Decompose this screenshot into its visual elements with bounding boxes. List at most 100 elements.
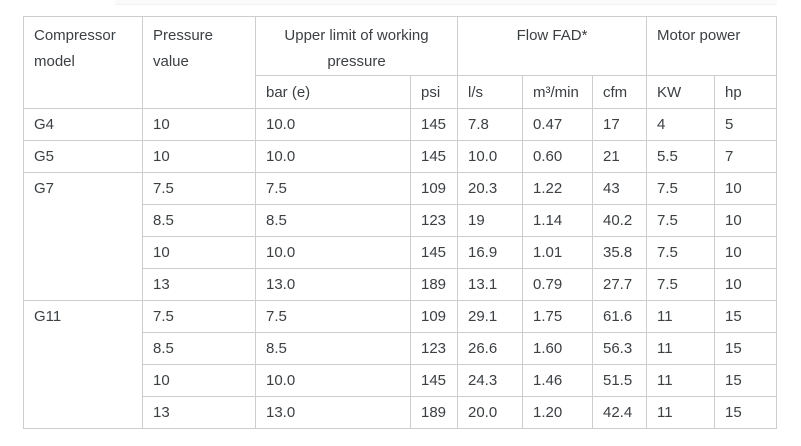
page-top-strip <box>115 0 777 5</box>
cell-psi: 145 <box>410 364 458 397</box>
cell-hp: 10 <box>714 236 778 269</box>
table-row-g4: G4 10 10.0 145 7.8 0.47 17 4 5 <box>23 108 778 141</box>
cell-kw: 5.5 <box>646 140 716 173</box>
cell-kw: 11 <box>646 364 716 397</box>
col-header-motor-power: Motor power <box>646 16 778 76</box>
cell-pressure: 13 <box>142 396 256 429</box>
cell-kw: 7.5 <box>646 204 716 237</box>
cell-hp: 10 <box>714 172 778 205</box>
cell-kw: 4 <box>646 108 716 141</box>
cell-pressure: 7.5 <box>142 172 256 205</box>
cell-ls: 19 <box>457 204 523 237</box>
col-header-upper-limit: Upper limit of working pressure <box>255 16 458 76</box>
cell-cfm: 56.3 <box>591 332 648 365</box>
cell-ls: 26.6 <box>457 332 523 365</box>
cell-m3min: 1.14 <box>522 204 593 237</box>
col-header-m3min: m³/min <box>522 75 593 109</box>
cell-model: G11 <box>23 300 143 429</box>
cell-cfm: 27.7 <box>591 268 648 301</box>
col-header-compressor-model: Compressor model <box>23 16 143 109</box>
cell-ls: 24.3 <box>457 364 523 397</box>
table-row-g7-4: 13 13.0 189 13.1 0.79 27.7 7.5 10 <box>24 268 778 301</box>
cell-pressure: 10 <box>142 236 256 269</box>
cell-pressure: 7.5 <box>142 300 256 333</box>
cell-bar: 10.0 <box>255 108 411 141</box>
col-header-bar-e: bar (e) <box>255 75 411 109</box>
cell-pressure: 8.5 <box>142 204 256 237</box>
cell-kw: 11 <box>646 332 716 365</box>
cell-m3min: 0.47 <box>522 108 593 141</box>
cell-bar: 10.0 <box>255 236 411 269</box>
cell-bar: 10.0 <box>255 364 411 397</box>
cell-pressure: 8.5 <box>142 332 256 365</box>
cell-bar: 13.0 <box>255 396 411 429</box>
cell-ls: 20.3 <box>457 172 523 205</box>
header-unit-row: bar (e) psi l/s m³/min cfm KW hp <box>24 75 778 109</box>
cell-psi: 109 <box>410 300 458 333</box>
cell-cfm: 21 <box>591 140 648 173</box>
cell-psi: 145 <box>410 140 458 173</box>
cell-ls: 10.0 <box>457 140 523 173</box>
cell-psi: 123 <box>410 332 458 365</box>
cell-hp: 5 <box>714 108 778 141</box>
table-row-g11-4: 13 13.0 189 20.0 1.20 42.4 11 15 <box>24 396 778 429</box>
cell-psi: 123 <box>410 204 458 237</box>
cell-psi: 145 <box>410 236 458 269</box>
cell-cfm: 42.4 <box>591 396 648 429</box>
cell-m3min: 1.20 <box>522 396 593 429</box>
cell-hp: 15 <box>714 364 778 397</box>
cell-cfm: 40.2 <box>591 204 648 237</box>
cell-pressure: 10 <box>142 140 256 173</box>
cell-ls: 13.1 <box>457 268 523 301</box>
table-row-g7-1: G7 7.5 7.5 109 20.3 1.22 43 7.5 10 <box>23 172 778 301</box>
cell-kw: 7.5 <box>646 268 716 301</box>
col-header-flow-fad: Flow FAD* <box>456 16 648 76</box>
cell-m3min: 0.79 <box>522 268 593 301</box>
cell-m3min: 1.46 <box>522 364 593 397</box>
cell-bar: 8.5 <box>255 332 411 365</box>
col-header-hp: hp <box>714 75 778 109</box>
cell-bar: 7.5 <box>255 172 411 205</box>
cell-hp: 10 <box>714 204 778 237</box>
cell-cfm: 35.8 <box>591 236 648 269</box>
cell-m3min: 1.75 <box>522 300 593 333</box>
header-group-row: Compressor model Pressure value Upper li… <box>23 16 778 109</box>
table-row-g11-2: 8.5 8.5 123 26.6 1.60 56.3 11 15 <box>24 332 778 365</box>
cell-pressure: 10 <box>142 364 256 397</box>
cell-kw: 7.5 <box>646 172 716 205</box>
cell-kw: 11 <box>646 300 716 333</box>
cell-hp: 15 <box>714 332 778 365</box>
cell-model: G4 <box>23 108 143 141</box>
col-header-pressure-value: Pressure value <box>142 16 256 109</box>
cell-ls: 29.1 <box>457 300 523 333</box>
cell-bar: 13.0 <box>255 268 411 301</box>
cell-pressure: 10 <box>142 108 256 141</box>
cell-psi: 189 <box>410 268 458 301</box>
table-row-g5: G5 10 10.0 145 10.0 0.60 21 5.5 7 <box>23 140 778 173</box>
col-header-cfm: cfm <box>591 75 648 109</box>
cell-hp: 10 <box>714 268 778 301</box>
cell-ls: 16.9 <box>457 236 523 269</box>
cell-hp: 7 <box>714 140 778 173</box>
compressor-spec-table: Compressor model Pressure value Upper li… <box>23 16 778 429</box>
table-header: Compressor model Pressure value Upper li… <box>23 16 778 109</box>
cell-m3min: 0.60 <box>522 140 593 173</box>
col-header-ls: l/s <box>457 75 523 109</box>
table-row-g11-1: G11 7.5 7.5 109 29.1 1.75 61.6 11 15 <box>23 300 778 429</box>
cell-kw: 11 <box>646 396 716 429</box>
cell-bar: 8.5 <box>255 204 411 237</box>
cell-pressure: 13 <box>142 268 256 301</box>
cell-psi: 189 <box>410 396 458 429</box>
table-row-g7-2: 8.5 8.5 123 19 1.14 40.2 7.5 10 <box>24 204 778 237</box>
cell-hp: 15 <box>714 300 778 333</box>
cell-cfm: 51.5 <box>591 364 648 397</box>
cell-ls: 20.0 <box>457 396 523 429</box>
cell-ls: 7.8 <box>457 108 523 141</box>
cell-kw: 7.5 <box>646 236 716 269</box>
table-row-g11-3: 10 10.0 145 24.3 1.46 51.5 11 15 <box>24 364 778 397</box>
cell-model: G5 <box>23 140 143 173</box>
cell-bar: 10.0 <box>255 140 411 173</box>
table-body: G4 10 10.0 145 7.8 0.47 17 4 5 G5 10 10.… <box>23 108 778 429</box>
cell-m3min: 1.22 <box>522 172 593 205</box>
cell-psi: 109 <box>410 172 458 205</box>
